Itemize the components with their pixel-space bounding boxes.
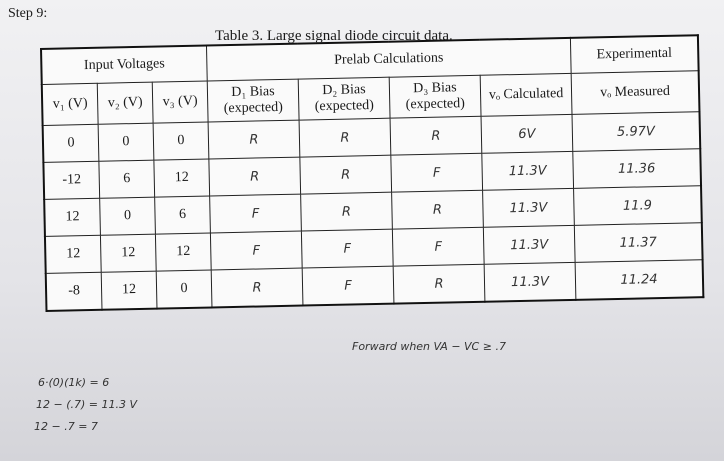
table-cell: 0: [99, 197, 156, 236]
table-cell: 11.3V: [483, 225, 576, 265]
group-header: Input Voltages: [41, 45, 208, 85]
table-cell: 12: [153, 158, 210, 198]
table-cell: 6V: [481, 114, 573, 154]
table-cell: 12: [101, 271, 157, 310]
table-cell: F: [301, 229, 394, 269]
column-header: v₁ (V): [41, 83, 99, 126]
table-cell: R: [390, 116, 482, 156]
table-cell: 0: [42, 124, 99, 163]
table-cell: 11.3V: [482, 188, 575, 228]
table-cell: 11.37: [574, 222, 703, 263]
table-cell: -12: [43, 161, 100, 200]
table-cell: -8: [45, 272, 102, 311]
table-cell: 6: [154, 195, 211, 235]
table-cell: R: [300, 192, 393, 232]
calculation-note: 6·(0)(1k) = 6: [38, 376, 110, 389]
table-cell: F: [210, 231, 303, 270]
table-cell: R: [299, 155, 392, 195]
column-header: v₃ (V): [152, 81, 209, 124]
calculation-note: 12 − (.7) = 11.3 V: [36, 398, 138, 411]
table-cell: 11.36: [572, 148, 702, 189]
table-cell: F: [209, 194, 302, 233]
table-cell: F: [392, 227, 485, 267]
table-cell: F: [390, 153, 483, 193]
column-header: vₒ Measured: [571, 70, 700, 115]
column-header: v₂ (V): [97, 82, 154, 125]
calculation-note: 12 − .7 = 7: [34, 420, 98, 433]
table-cell: 12: [100, 234, 157, 273]
table-cell: R: [391, 190, 484, 230]
table-cell: F: [302, 266, 394, 306]
step-label: Step 9:: [8, 6, 48, 21]
table-body: 0 0 0 R R R 6V 5.97V -12 6 12 R R F 11.3V 11.36 12 0 6 F R R 1…: [42, 111, 704, 311]
column-header: D₂ Bias (expected): [298, 77, 391, 121]
condition-note: Forward when VA − VC ≥ .7: [352, 340, 506, 353]
table-cell: 11.3V: [481, 151, 574, 191]
table-cell: 12: [44, 235, 102, 274]
table-cell: 0: [156, 269, 212, 309]
group-header: Experimental: [570, 35, 699, 74]
table-cell: R: [211, 268, 303, 308]
table-cell: R: [299, 118, 391, 158]
table-cell: R: [393, 264, 485, 304]
column-header: D₁ Bias (expected): [207, 79, 300, 122]
table-cell: 12: [155, 232, 212, 272]
table-cell: 5.97V: [572, 111, 701, 152]
column-header: D₃ Bias (expected): [389, 75, 482, 119]
table-cell: 11.24: [575, 259, 704, 300]
table-cell: R: [208, 120, 300, 159]
table-cell: 11.9: [573, 185, 702, 226]
table-cell: 6: [98, 160, 155, 199]
table-cell: 0: [153, 121, 209, 161]
table-cell: R: [208, 157, 301, 196]
data-table: Input Voltages Prelab Calculations Experim…: [40, 34, 705, 312]
table-cell: 11.3V: [484, 262, 576, 302]
column-header: vₒ Calculated: [480, 73, 573, 117]
table-cell: 0: [98, 123, 154, 162]
table-cell: 12: [44, 198, 101, 237]
